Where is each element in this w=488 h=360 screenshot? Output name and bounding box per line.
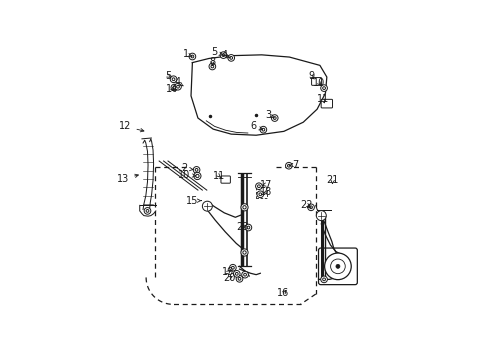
Circle shape [320,85,327,91]
Text: 18: 18 [259,187,271,197]
Text: 5: 5 [164,71,171,81]
Text: 5: 5 [211,47,223,57]
Circle shape [146,210,148,212]
Circle shape [243,206,245,209]
Text: 10: 10 [178,170,196,180]
Circle shape [316,211,325,221]
Text: 14: 14 [166,84,178,94]
Text: 23: 23 [236,222,248,232]
Circle shape [241,204,247,211]
FancyBboxPatch shape [311,77,321,85]
Circle shape [170,76,177,82]
Text: 2: 2 [181,163,193,174]
Circle shape [220,52,226,58]
Text: 1: 1 [183,49,192,59]
Circle shape [287,164,290,167]
Text: 20: 20 [223,273,235,283]
Circle shape [176,85,179,88]
Circle shape [243,273,246,276]
Circle shape [246,226,249,229]
Circle shape [233,270,240,277]
Text: 15: 15 [186,195,201,206]
FancyBboxPatch shape [321,99,332,108]
Circle shape [309,206,312,209]
Circle shape [229,57,232,59]
Circle shape [202,201,212,211]
Text: 10: 10 [313,78,325,89]
Text: 22: 22 [299,199,312,210]
Circle shape [172,78,175,81]
Circle shape [273,117,276,120]
Text: 6: 6 [250,121,262,131]
Circle shape [243,251,245,254]
Text: 17: 17 [259,180,271,190]
Text: 19: 19 [222,267,234,277]
Text: 11: 11 [212,171,224,181]
Circle shape [238,278,241,280]
Circle shape [257,191,263,198]
Circle shape [235,273,238,275]
Text: 8: 8 [209,57,215,67]
Text: 16: 16 [277,288,289,298]
Circle shape [222,54,224,57]
Circle shape [244,224,251,231]
Text: 13: 13 [117,174,138,184]
Circle shape [236,275,243,282]
Circle shape [193,167,200,173]
Circle shape [195,174,199,177]
Circle shape [193,172,201,180]
Circle shape [210,65,213,68]
Circle shape [191,55,193,58]
Circle shape [262,128,264,131]
Circle shape [208,63,215,70]
Circle shape [271,115,278,121]
Circle shape [171,84,177,91]
Circle shape [307,204,314,211]
Circle shape [260,126,266,133]
Circle shape [241,271,248,278]
Circle shape [285,162,292,169]
Circle shape [322,278,325,281]
Text: 9: 9 [308,72,314,81]
Circle shape [241,249,247,256]
Text: 21: 21 [326,175,338,185]
Circle shape [259,193,261,196]
Circle shape [231,266,234,269]
Circle shape [189,53,195,60]
Circle shape [257,185,260,188]
Circle shape [229,264,236,271]
Circle shape [195,168,198,171]
Circle shape [227,55,234,61]
Circle shape [324,253,350,280]
Circle shape [174,84,181,90]
Text: 7: 7 [288,159,298,170]
Circle shape [330,259,345,274]
Text: 12: 12 [119,121,143,132]
Text: 3: 3 [265,110,274,120]
Circle shape [144,208,150,214]
Text: 4: 4 [221,50,230,60]
Text: 4: 4 [174,77,183,87]
Circle shape [173,86,175,89]
FancyBboxPatch shape [221,176,230,183]
Text: 11: 11 [316,94,328,104]
Circle shape [335,264,339,268]
Circle shape [255,183,262,190]
Circle shape [322,87,325,90]
Circle shape [320,276,327,283]
FancyBboxPatch shape [318,248,357,285]
